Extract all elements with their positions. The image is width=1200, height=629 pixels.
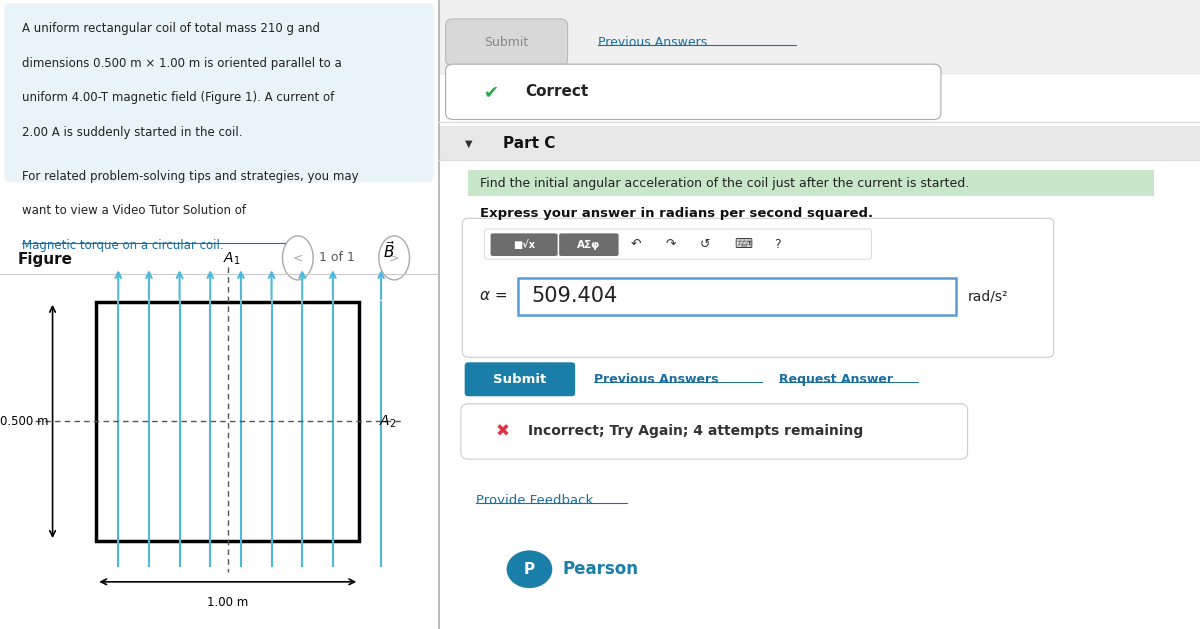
- Text: Part C: Part C: [503, 136, 556, 151]
- Bar: [438, 160, 1200, 629]
- Text: ↶: ↶: [631, 238, 641, 251]
- Text: Magnetic torque on a circular coil.: Magnetic torque on a circular coil.: [22, 239, 223, 252]
- Text: ⌨: ⌨: [734, 238, 751, 251]
- Text: Previous Answers: Previous Answers: [594, 373, 719, 386]
- Bar: [18, 283, 425, 591]
- Text: dimensions 0.500 m × 1.00 m is oriented parallel to a: dimensions 0.500 m × 1.00 m is oriented …: [22, 57, 342, 70]
- Circle shape: [506, 550, 552, 588]
- Text: Previous Answers: Previous Answers: [598, 36, 707, 48]
- Text: rad/s²: rad/s²: [967, 289, 1008, 303]
- Text: Submit: Submit: [493, 373, 546, 386]
- FancyBboxPatch shape: [464, 362, 575, 396]
- Text: Correct: Correct: [526, 84, 589, 99]
- FancyBboxPatch shape: [462, 218, 1054, 357]
- Text: 1 of 1: 1 of 1: [319, 252, 355, 264]
- Text: Find the initial angular acceleration of the coil just after the current is star: Find the initial angular acceleration of…: [480, 177, 970, 189]
- Text: Figure: Figure: [18, 252, 72, 267]
- FancyBboxPatch shape: [461, 404, 967, 459]
- FancyBboxPatch shape: [445, 19, 568, 66]
- Text: Incorrect; Try Again; 4 attempts remaining: Incorrect; Try Again; 4 attempts remaini…: [528, 425, 863, 438]
- Text: <: <: [293, 252, 304, 264]
- Text: Submit: Submit: [485, 36, 529, 48]
- FancyBboxPatch shape: [5, 3, 433, 182]
- Text: 1.00 m: 1.00 m: [208, 596, 248, 609]
- Bar: [468, 170, 1154, 196]
- Text: >: >: [389, 252, 400, 264]
- Text: ↷: ↷: [665, 238, 676, 251]
- Text: Request Answer: Request Answer: [779, 373, 893, 386]
- Text: A uniform rectangular coil of total mass 210 g and: A uniform rectangular coil of total mass…: [22, 22, 320, 35]
- Bar: [438, 126, 1200, 160]
- Text: Express your answer in radians per second squared.: Express your answer in radians per secon…: [480, 208, 874, 220]
- Text: AΣφ: AΣφ: [577, 240, 600, 250]
- Text: ✔: ✔: [484, 83, 499, 101]
- Text: Pearson: Pearson: [563, 560, 638, 578]
- Text: ?: ?: [774, 238, 780, 251]
- Bar: [438, 0, 1200, 75]
- Text: α =: α =: [480, 288, 508, 303]
- Text: 2.00 A is suddenly started in the coil.: 2.00 A is suddenly started in the coil.: [22, 126, 242, 139]
- Text: 509.404: 509.404: [530, 286, 617, 306]
- Text: ↺: ↺: [700, 238, 710, 251]
- Text: ✖: ✖: [496, 423, 510, 440]
- Text: uniform 4.00-T magnetic field (Figure 1). A current of: uniform 4.00-T magnetic field (Figure 1)…: [22, 91, 334, 104]
- Text: For related problem-solving tips and strategies, you may: For related problem-solving tips and str…: [22, 170, 359, 183]
- Text: $A_2$: $A_2$: [379, 413, 396, 430]
- Text: $A_1$: $A_1$: [223, 251, 241, 267]
- Text: Provide Feedback: Provide Feedback: [476, 494, 593, 506]
- Text: P: P: [524, 562, 535, 577]
- Text: 0.500 m: 0.500 m: [0, 415, 48, 428]
- FancyBboxPatch shape: [485, 229, 871, 259]
- FancyBboxPatch shape: [559, 233, 618, 256]
- FancyBboxPatch shape: [445, 64, 941, 120]
- Text: $\vec{B}$: $\vec{B}$: [383, 240, 396, 261]
- Bar: [96, 302, 359, 541]
- Bar: [518, 278, 956, 314]
- FancyBboxPatch shape: [491, 233, 558, 256]
- Text: want to view a Video Tutor Solution of: want to view a Video Tutor Solution of: [22, 204, 246, 218]
- Text: ▼: ▼: [464, 138, 473, 148]
- Text: ■√x: ■√x: [514, 240, 535, 250]
